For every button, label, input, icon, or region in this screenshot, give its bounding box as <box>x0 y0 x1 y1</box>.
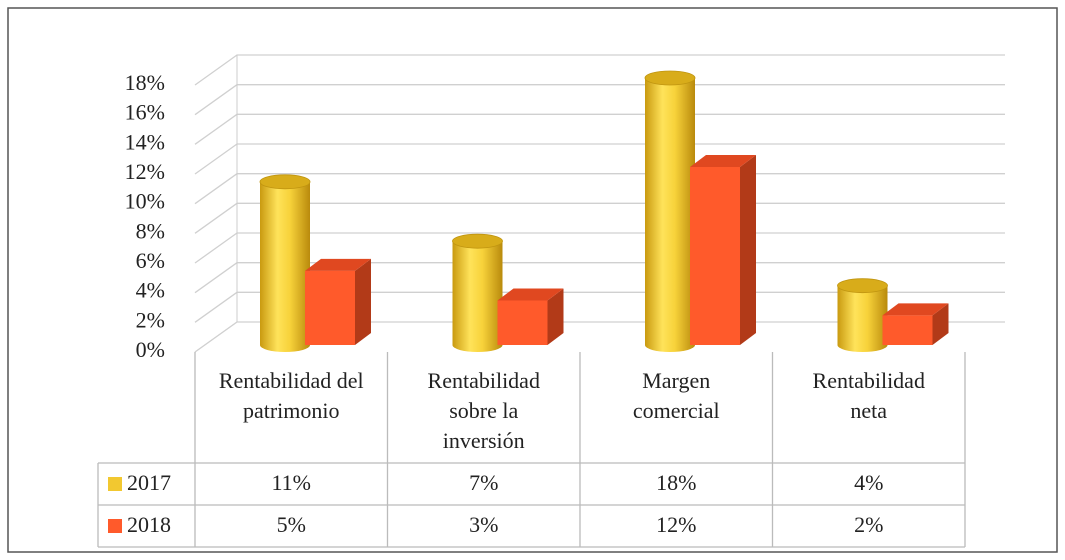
table-value: 11% <box>271 470 311 495</box>
bar-top <box>305 258 371 271</box>
grid-line <box>194 84 1005 116</box>
bar-top <box>259 174 311 190</box>
category-label: Rentabilidad sobre la inversión <box>427 368 540 453</box>
frame-border <box>7 7 1058 553</box>
y-tick-label: 8% <box>136 218 165 243</box>
grid-line <box>194 143 1005 175</box>
bar <box>882 315 933 345</box>
category-label: Margen comercial <box>632 368 720 423</box>
y-tick-label: 14% <box>125 129 165 154</box>
grid-line <box>194 173 1005 205</box>
grid-line <box>194 202 1005 234</box>
y-tick-label: 16% <box>125 100 165 125</box>
table-value: 3% <box>469 512 498 537</box>
bar <box>690 167 740 345</box>
table-value: 18% <box>656 470 696 495</box>
bar-side <box>355 258 371 345</box>
category-label: Rentabilidad neta <box>812 368 925 423</box>
grid-line <box>194 54 1005 86</box>
bar-top <box>690 155 756 167</box>
y-tick-label: 0% <box>136 337 165 362</box>
bar <box>497 300 548 345</box>
bar-side <box>547 288 564 345</box>
y-tick-label: 10% <box>125 189 165 214</box>
bar <box>260 181 310 352</box>
bar-top <box>452 233 503 249</box>
legend-label: 2018 <box>127 512 171 537</box>
y-tick-label: 12% <box>125 159 165 184</box>
bar <box>452 241 503 353</box>
y-tick-label: 6% <box>136 248 165 273</box>
bar-top <box>882 303 949 316</box>
bar-side <box>740 155 756 345</box>
bar-top <box>837 278 888 294</box>
grid-line <box>194 232 1005 264</box>
legend-swatch <box>108 519 122 533</box>
category-label: Rentabilidad del patrimonio <box>218 368 364 423</box>
y-tick-label: 4% <box>136 278 165 303</box>
bar <box>837 285 888 353</box>
bar-side <box>932 303 949 345</box>
y-tick-label: 18% <box>125 70 165 95</box>
table-value: 12% <box>656 512 696 537</box>
bar-top <box>497 288 564 301</box>
legend-label: 2017 <box>127 470 171 495</box>
table-value: 4% <box>854 470 883 495</box>
y-tick-label: 2% <box>136 307 165 332</box>
bar-top <box>644 70 696 86</box>
table-value: 2% <box>854 512 883 537</box>
bar <box>305 270 355 345</box>
table-value: 7% <box>469 470 498 495</box>
table-value: 5% <box>277 512 306 537</box>
grid-line <box>194 113 1005 145</box>
legend-swatch <box>108 477 122 491</box>
bar <box>645 78 695 352</box>
